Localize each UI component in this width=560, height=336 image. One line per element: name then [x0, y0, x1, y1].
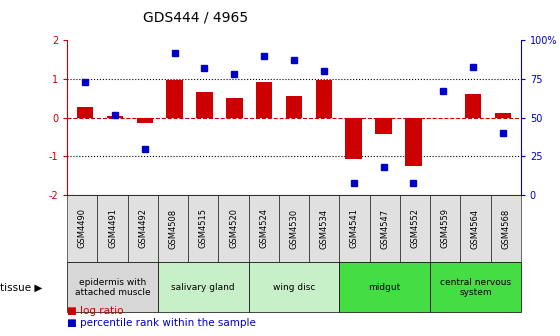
Bar [166, 80, 183, 118]
Text: ■ percentile rank within the sample: ■ percentile rank within the sample [67, 318, 256, 328]
Bar [375, 118, 392, 134]
Text: GSM4491: GSM4491 [108, 208, 117, 249]
Text: salivary gland: salivary gland [171, 283, 235, 292]
Text: GSM4552: GSM4552 [410, 208, 419, 249]
Text: GDS444 / 4965: GDS444 / 4965 [143, 10, 249, 24]
Text: GSM4534: GSM4534 [320, 208, 329, 249]
Bar [346, 118, 362, 159]
Bar [196, 92, 213, 118]
Text: GSM4568: GSM4568 [501, 208, 510, 249]
Text: GSM4559: GSM4559 [441, 208, 450, 249]
Text: GSM4492: GSM4492 [138, 208, 147, 249]
Text: GSM4530: GSM4530 [290, 208, 298, 249]
Bar [107, 116, 123, 118]
Bar [465, 94, 481, 118]
Bar [256, 82, 272, 118]
Text: GSM4564: GSM4564 [471, 208, 480, 249]
Text: ■ log ratio: ■ log ratio [67, 306, 124, 316]
Text: tissue ▶: tissue ▶ [0, 282, 43, 292]
Bar [316, 80, 332, 118]
Text: GSM4508: GSM4508 [169, 208, 178, 249]
Bar [286, 95, 302, 118]
Text: epidermis with
attached muscle: epidermis with attached muscle [74, 278, 151, 297]
Text: GSM4547: GSM4547 [380, 208, 389, 249]
Text: GSM4541: GSM4541 [350, 208, 359, 249]
Bar [77, 107, 94, 118]
Bar [405, 118, 422, 166]
Text: GSM4524: GSM4524 [259, 208, 268, 249]
Bar [226, 97, 242, 118]
Text: midgut: midgut [368, 283, 401, 292]
Bar [137, 118, 153, 123]
Text: GSM4490: GSM4490 [78, 208, 87, 249]
Text: GSM4515: GSM4515 [199, 208, 208, 249]
Bar [494, 113, 511, 118]
Text: central nervous
system: central nervous system [440, 278, 511, 297]
Text: wing disc: wing disc [273, 283, 315, 292]
Text: GSM4520: GSM4520 [229, 208, 238, 249]
